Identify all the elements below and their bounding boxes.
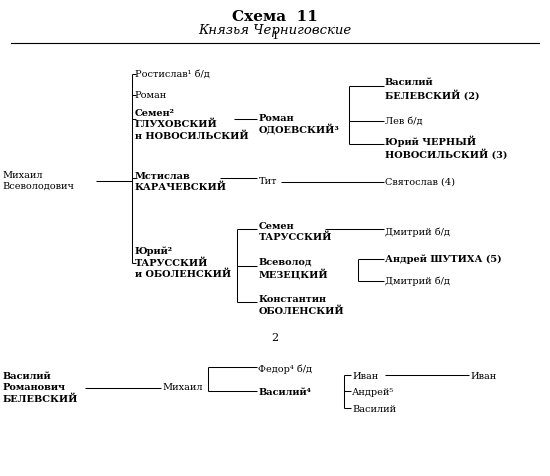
Text: Юрий²
ТАРУССКИЙ
и ОБОЛЕНСКИЙ: Юрий² ТАРУССКИЙ и ОБОЛЕНСКИЙ — [135, 247, 231, 279]
Text: Василий
БЕЛЕВСКИЙ (2): Василий БЕЛЕВСКИЙ (2) — [385, 79, 480, 100]
Text: Схема  11: Схема 11 — [232, 10, 318, 23]
Text: Дмитрий б/д: Дмитрий б/д — [385, 228, 450, 237]
Text: Дмитрий б/д: Дмитрий б/д — [385, 276, 450, 286]
Text: Иван: Иван — [352, 372, 378, 380]
Text: Ростислав¹ б/д: Ростислав¹ б/д — [135, 69, 210, 78]
Text: Мстислав
КАРАЧЕВСКИЙ: Мстислав КАРАЧЕВСКИЙ — [135, 172, 227, 192]
Text: Юрий ЧЕРНЫЙ
НОВОСИЛЬСКИЙ (3): Юрий ЧЕРНЫЙ НОВОСИЛЬСКИЙ (3) — [385, 135, 507, 160]
Text: Роман
ОДОЕВСКИЙ³: Роман ОДОЕВСКИЙ³ — [258, 114, 339, 136]
Text: Василий⁴: Василий⁴ — [258, 388, 311, 397]
Text: Андрей ШУТИХА (5): Андрей ШУТИХА (5) — [385, 255, 502, 264]
Text: Семен²
ГЛУХОВСКИЙ
н НОВОСИЛЬСКИЙ: Семен² ГЛУХОВСКИЙ н НОВОСИЛЬСКИЙ — [135, 109, 249, 140]
Text: 2: 2 — [272, 333, 278, 343]
Text: Михаил
Всеволодович: Михаил Всеволодович — [3, 171, 75, 191]
Text: Князья Черниговские: Князья Черниговские — [199, 24, 351, 37]
Text: 1: 1 — [272, 30, 278, 41]
Text: Лев б/д: Лев б/д — [385, 117, 422, 126]
Text: Василий
Романович
БЕЛЕВСКИЙ: Василий Романович БЕЛЕВСКИЙ — [3, 372, 78, 404]
Text: Михаил: Михаил — [162, 384, 203, 392]
Text: Тит: Тит — [258, 178, 277, 186]
Text: Всеволод
МЕЗЕЦКИЙ: Всеволод МЕЗЕЦКИЙ — [258, 258, 328, 280]
Text: Василий: Василий — [352, 405, 396, 414]
Text: Константин
ОБОЛЕНСКИЙ: Константин ОБОЛЕНСКИЙ — [258, 296, 344, 316]
Text: Семен
ТАРУССКИЙ: Семен ТАРУССКИЙ — [258, 222, 332, 242]
Text: Роман: Роман — [135, 91, 167, 99]
Text: Андрей⁵: Андрей⁵ — [352, 388, 394, 397]
Text: Святослав (4): Святослав (4) — [385, 178, 455, 186]
Text: Иван: Иван — [470, 372, 497, 380]
Text: Федор⁴ б/д: Федор⁴ б/д — [258, 364, 312, 374]
